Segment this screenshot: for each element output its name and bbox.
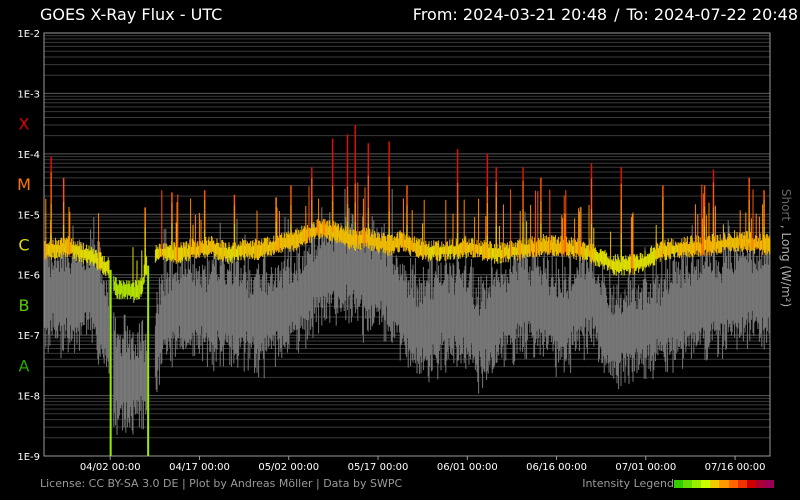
to-label: To: bbox=[626, 5, 649, 24]
series-long bbox=[44, 125, 771, 303]
legend-swatch bbox=[737, 480, 747, 488]
legend-swatch bbox=[728, 480, 738, 488]
x-tick-label: 05/17 00:00 bbox=[348, 462, 409, 473]
class-label: X bbox=[19, 115, 30, 134]
y-axis-label-long: Long (W/m²) bbox=[779, 233, 793, 308]
x-tick-label: 04/17 00:00 bbox=[169, 462, 230, 473]
class-label: M bbox=[17, 175, 31, 194]
from-value: 2024-03-21 20:48 bbox=[462, 5, 608, 24]
y-axis-label: Short , Long (W/m²) bbox=[779, 189, 793, 307]
y-tick-label: 1E-2 bbox=[17, 29, 40, 40]
y-tick-label: 1E-3 bbox=[17, 89, 40, 100]
x-tick-label: 04/02 00:00 bbox=[80, 462, 141, 473]
legend-swatch bbox=[683, 480, 693, 488]
license-text: License: CC BY-SA 3.0 DE | Plot by Andre… bbox=[40, 477, 403, 490]
y-axis-label-short: Short bbox=[779, 189, 793, 221]
class-label: B bbox=[19, 296, 30, 315]
x-tick-label: 06/01 00:00 bbox=[437, 462, 498, 473]
x-tick-label: 07/16 00:00 bbox=[705, 462, 766, 473]
class-label: A bbox=[19, 356, 30, 375]
y-tick-label: 1E-8 bbox=[17, 392, 40, 403]
to-value: 2024-07-22 20:48 bbox=[653, 5, 798, 24]
legend-swatch bbox=[719, 480, 729, 488]
legend-swatch bbox=[746, 480, 756, 488]
x-tick-label: 06/16 00:00 bbox=[526, 462, 587, 473]
x-tick-label: 05/02 00:00 bbox=[258, 462, 319, 473]
y-tick-label: 1E-5 bbox=[17, 210, 40, 221]
intensity-legend-label: Intensity Legend bbox=[582, 477, 674, 490]
y-tick-label: 1E-9 bbox=[17, 452, 40, 463]
legend-swatch bbox=[755, 480, 765, 488]
range-separator: / bbox=[614, 5, 620, 24]
y-tick-label: 1E-4 bbox=[17, 150, 40, 161]
from-label: From: bbox=[412, 5, 458, 24]
chart-title: GOES X-Ray Flux - UTC bbox=[40, 5, 223, 24]
legend-swatch bbox=[674, 480, 684, 488]
time-range: From: 2024-03-21 20:48 / To: 2024-07-22 20… bbox=[413, 5, 798, 24]
x-tick-label: 07/01 00:00 bbox=[615, 462, 676, 473]
legend-swatch bbox=[701, 480, 711, 488]
intensity-legend-bar bbox=[674, 480, 775, 488]
y-tick-label: 1E-6 bbox=[17, 271, 40, 282]
legend-swatch bbox=[710, 480, 720, 488]
y-tick-label: 1E-7 bbox=[17, 331, 40, 342]
legend-swatch bbox=[764, 480, 775, 488]
class-label: C bbox=[18, 236, 29, 255]
legend-swatch bbox=[692, 480, 702, 488]
